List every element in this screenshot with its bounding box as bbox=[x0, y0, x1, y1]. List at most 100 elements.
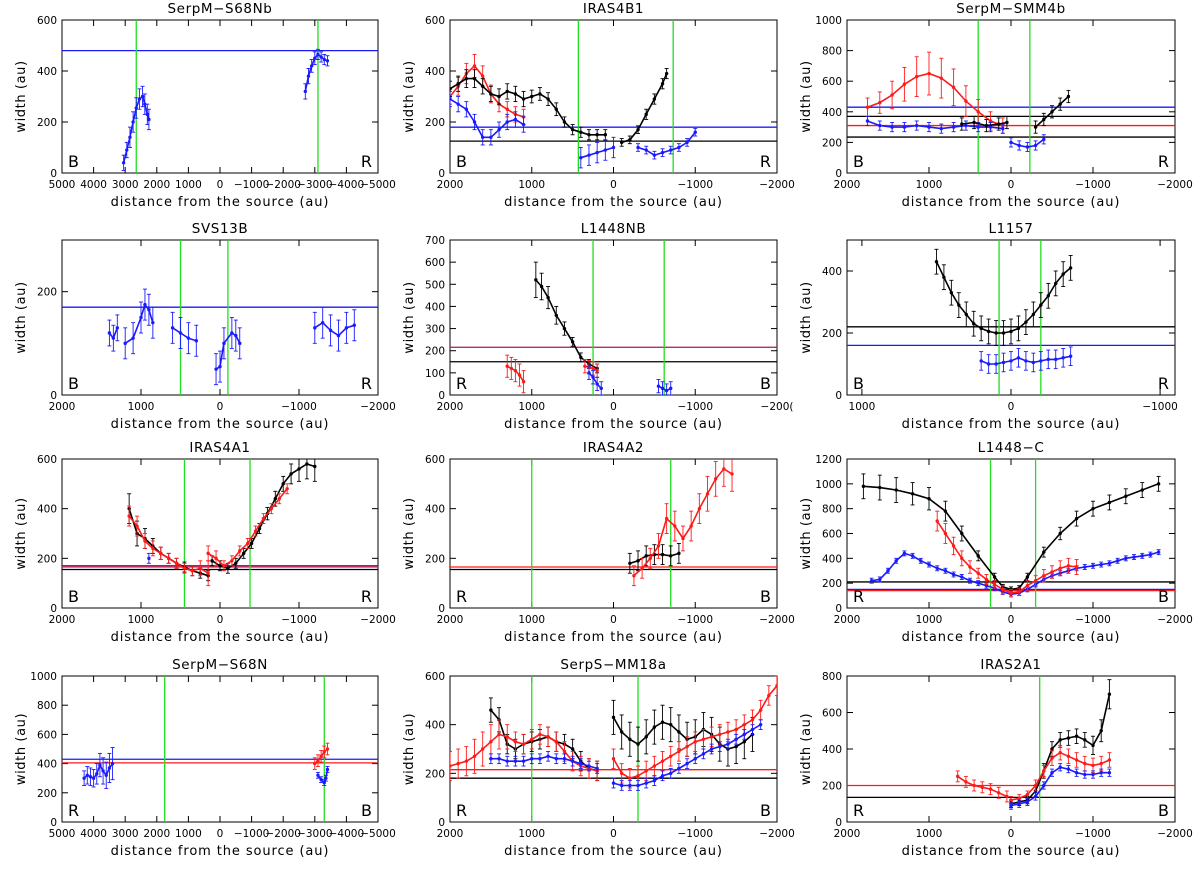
series-blue bbox=[636, 127, 698, 160]
data-point bbox=[644, 781, 648, 785]
data-point bbox=[1050, 110, 1054, 114]
data-point bbox=[218, 564, 222, 568]
y-tick-label: 600 bbox=[822, 529, 842, 541]
data-point bbox=[140, 94, 145, 99]
data-point bbox=[1033, 783, 1038, 788]
data-point bbox=[709, 735, 714, 739]
y-tick-label: 200 bbox=[822, 328, 842, 340]
x-tick-label: 0 bbox=[610, 179, 617, 191]
data-point bbox=[218, 364, 222, 369]
x-tick-label: 1000 bbox=[128, 614, 155, 626]
data-point bbox=[1107, 500, 1112, 505]
data-point bbox=[1061, 272, 1065, 276]
data-point bbox=[481, 135, 485, 139]
y-tick-label: 300 bbox=[425, 324, 445, 336]
chart-title: L1448NB bbox=[581, 221, 646, 237]
data-point bbox=[1083, 761, 1087, 766]
data-point bbox=[1058, 566, 1062, 570]
series-red bbox=[450, 719, 600, 782]
y-tick-label: 600 bbox=[425, 257, 445, 269]
data-point bbox=[1024, 359, 1028, 363]
data-point bbox=[960, 556, 964, 561]
data-point bbox=[681, 536, 685, 541]
data-point bbox=[595, 382, 599, 386]
data-point bbox=[530, 94, 534, 99]
data-point bbox=[1025, 575, 1030, 579]
data-point bbox=[986, 329, 991, 334]
data-point bbox=[1107, 758, 1112, 762]
x-tick-label: −1000 bbox=[234, 828, 270, 840]
y-axis-label: width (au) bbox=[402, 281, 417, 353]
data-point bbox=[957, 303, 961, 307]
data-point bbox=[1005, 120, 1009, 125]
data-point bbox=[902, 125, 907, 129]
plot-area bbox=[62, 459, 378, 608]
data-point bbox=[1083, 738, 1087, 742]
data-point bbox=[137, 97, 142, 101]
data-point bbox=[1099, 562, 1103, 567]
data-point bbox=[726, 742, 730, 746]
data-point bbox=[517, 373, 522, 377]
y-tick-label: 600 bbox=[822, 708, 842, 720]
x-tick-label: 1000 bbox=[518, 179, 545, 191]
series-black bbox=[611, 699, 755, 767]
data-point bbox=[652, 778, 657, 783]
data-point bbox=[234, 561, 238, 565]
data-point bbox=[313, 464, 317, 469]
data-point bbox=[1058, 102, 1062, 106]
data-point bbox=[988, 787, 993, 791]
x-tick-label: −1000 bbox=[677, 401, 713, 413]
data-point bbox=[505, 759, 509, 763]
data-point bbox=[611, 145, 616, 150]
data-point bbox=[628, 776, 632, 780]
data-point bbox=[253, 529, 258, 533]
data-point bbox=[660, 82, 665, 86]
plot-area bbox=[847, 240, 1175, 395]
data-point bbox=[972, 322, 976, 326]
data-point bbox=[619, 730, 624, 734]
x-tick-label: 0 bbox=[1008, 179, 1015, 191]
data-point bbox=[960, 531, 964, 536]
y-tick-label: 400 bbox=[425, 504, 445, 516]
data-point bbox=[570, 340, 575, 344]
x-tick-label: −1000 bbox=[677, 828, 713, 840]
data-point bbox=[1031, 312, 1036, 317]
data-point bbox=[718, 744, 722, 749]
data-point bbox=[976, 581, 980, 585]
data-point bbox=[636, 774, 640, 778]
x-tick-label: 2000 bbox=[834, 614, 861, 626]
series-blue bbox=[979, 346, 1073, 374]
data-point bbox=[890, 125, 894, 129]
data-point bbox=[943, 509, 948, 513]
data-point bbox=[319, 754, 323, 758]
y-axis-label: width (au) bbox=[402, 60, 417, 132]
corner-label-right: B bbox=[760, 801, 771, 820]
data-point bbox=[956, 774, 960, 779]
chart-title: SerpM−S68N bbox=[172, 657, 268, 673]
data-point bbox=[632, 574, 636, 578]
y-tick-label: 500 bbox=[425, 279, 445, 291]
y-tick-label: 0 bbox=[835, 390, 842, 402]
corner-label-left: B bbox=[853, 374, 864, 393]
y-axis-label: width (au) bbox=[402, 497, 417, 569]
x-tick-label: 2000 bbox=[834, 179, 861, 191]
data-point bbox=[742, 722, 746, 727]
x-tick-label: −2000 bbox=[1157, 828, 1193, 840]
data-point bbox=[767, 693, 771, 698]
x-tick-label: 1000 bbox=[916, 614, 943, 626]
y-tick-label: 400 bbox=[425, 720, 445, 732]
y-tick-label: 100 bbox=[425, 368, 445, 380]
data-point bbox=[660, 386, 665, 391]
data-point bbox=[316, 52, 320, 57]
data-point bbox=[472, 754, 477, 758]
data-point bbox=[968, 565, 972, 569]
data-point bbox=[570, 747, 575, 751]
data-point bbox=[669, 771, 673, 776]
corner-label-right: R bbox=[1158, 374, 1169, 393]
x-tick-label: 0 bbox=[610, 828, 617, 840]
data-point bbox=[677, 766, 681, 771]
data-point bbox=[82, 776, 86, 780]
data-point bbox=[758, 722, 763, 727]
